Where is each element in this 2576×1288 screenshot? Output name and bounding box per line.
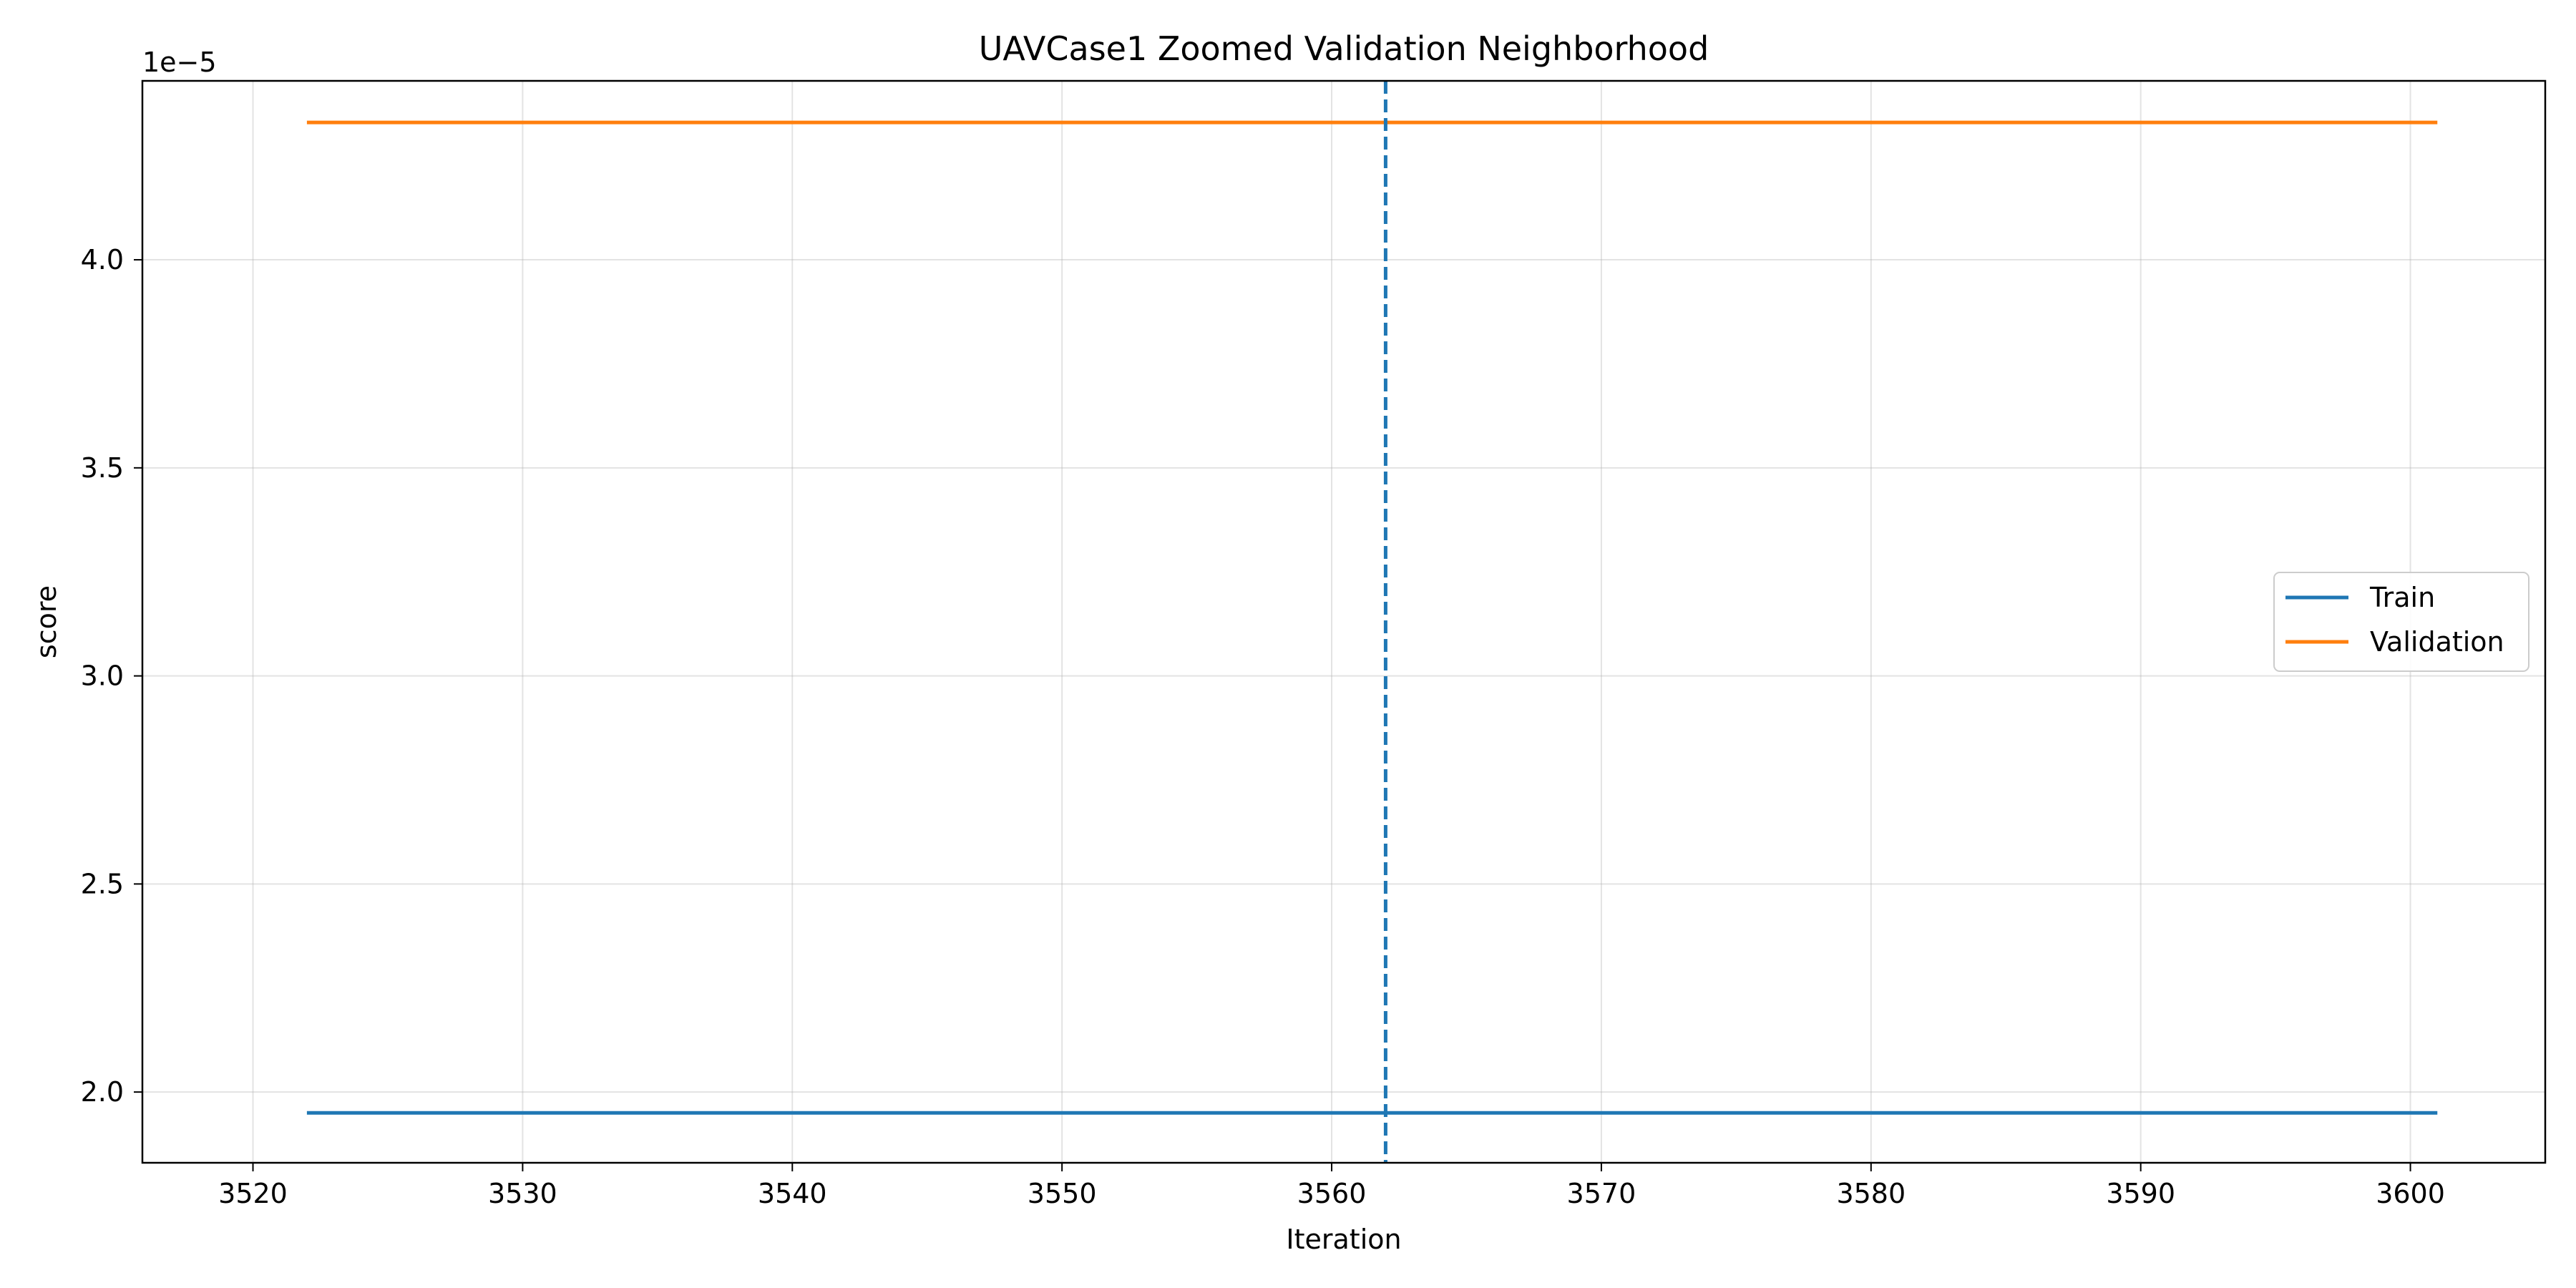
x-tick-label: 3600 xyxy=(2376,1178,2445,1209)
y-tick-label: 2.0 xyxy=(81,1076,124,1108)
x-tick-label: 3580 xyxy=(1836,1178,1906,1209)
y-axis-offset-label: 1e−5 xyxy=(142,47,217,78)
x-tick-label: 3520 xyxy=(218,1178,288,1209)
grid xyxy=(142,81,2545,1163)
y-tick-label: 3.5 xyxy=(81,452,124,484)
x-tick-label: 3570 xyxy=(1567,1178,1636,1209)
legend-label-validation: Validation xyxy=(2370,626,2504,658)
y-axis-ticks: 2.0 2.5 3.0 3.5 4.0 xyxy=(81,244,142,1108)
chart-title: UAVCase1 Zoomed Validation Neighborhood xyxy=(979,29,1709,68)
y-tick-label: 3.0 xyxy=(81,660,124,692)
plot-series xyxy=(306,120,2438,1115)
x-tick-label: 3530 xyxy=(488,1178,557,1209)
x-tick-label: 3590 xyxy=(2106,1178,2175,1209)
plot-frame xyxy=(141,79,2547,1164)
x-axis-ticks: 3520 3530 3540 3550 3560 3570 3580 3590 3600 xyxy=(218,1163,2445,1209)
x-tick-label: 3540 xyxy=(758,1178,827,1209)
y-tick-label: 2.5 xyxy=(81,868,124,899)
legend: Train Validation xyxy=(2273,572,2529,672)
x-axis-label: Iteration xyxy=(1286,1224,1401,1255)
y-axis-label: score xyxy=(31,585,62,658)
x-tick-label: 3560 xyxy=(1297,1178,1367,1209)
y-tick-label: 4.0 xyxy=(81,244,124,275)
x-tick-label: 3550 xyxy=(1028,1178,1097,1209)
legend-label-train: Train xyxy=(2369,582,2435,613)
